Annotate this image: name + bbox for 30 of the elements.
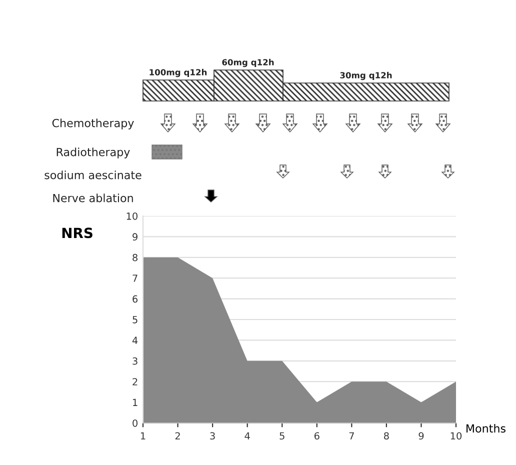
text: 100mg q12h bbox=[150, 68, 207, 78]
x-tick-label: 8 bbox=[384, 432, 389, 440]
text: Nerve ablation bbox=[53, 194, 133, 202]
text: 30mg q12h bbox=[340, 72, 392, 80]
x-tick-label: 2 bbox=[175, 432, 180, 440]
x-tick-label: 6 bbox=[314, 432, 320, 440]
y-tick-label: 7 bbox=[132, 274, 138, 282]
x-axis-title: Months bbox=[466, 424, 506, 433]
text: 60mg q12h bbox=[222, 58, 274, 68]
y-tick-label: 0 bbox=[132, 419, 138, 427]
y-tick-label: 10 bbox=[126, 212, 138, 220]
text: Chemotherapy bbox=[52, 118, 134, 130]
y-tick-label: 6 bbox=[132, 295, 138, 303]
text: Radiotherapy bbox=[56, 148, 130, 158]
x-tick-label: 4 bbox=[244, 432, 250, 440]
x-tick-label: 9 bbox=[418, 432, 424, 440]
y-tick-label: 3 bbox=[132, 357, 138, 365]
text: sodium aescinate bbox=[44, 170, 142, 180]
y-tick-label: 9 bbox=[132, 233, 138, 241]
y-tick-label: 8 bbox=[132, 254, 138, 262]
x-tick-label: 7 bbox=[349, 432, 354, 440]
y-tick-label: 4 bbox=[132, 336, 138, 344]
x-tick-label: 3 bbox=[210, 432, 215, 440]
x-tick-label: 5 bbox=[280, 432, 284, 440]
x-tick-label: 10 bbox=[450, 432, 462, 440]
y-axis-title: NRS bbox=[62, 228, 92, 238]
y-tick-label: 1 bbox=[133, 398, 138, 406]
y-tick-label: 5 bbox=[132, 316, 138, 324]
x-tick-label: 1 bbox=[140, 432, 146, 440]
y-tick-label: 2 bbox=[132, 378, 138, 386]
